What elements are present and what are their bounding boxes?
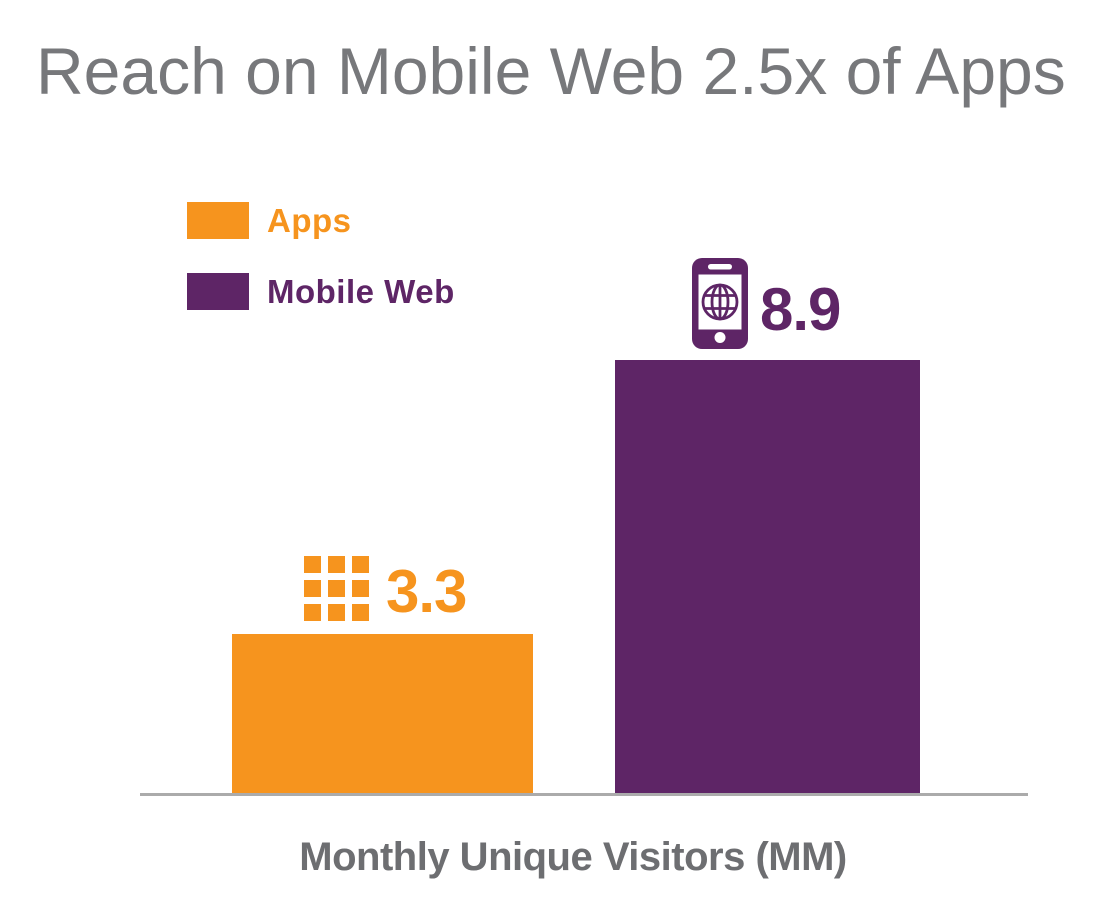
legend-label-apps: Apps bbox=[267, 202, 352, 239]
legend-item-mobile-web: Mobile Web bbox=[187, 273, 455, 310]
chart-title: Reach on Mobile Web 2.5x of Apps bbox=[36, 34, 1066, 108]
app-grid-icon bbox=[304, 556, 369, 621]
data-label-apps: 3.3 bbox=[386, 558, 467, 625]
bar-mobile-web bbox=[615, 360, 920, 795]
legend-item-apps: Apps bbox=[187, 202, 352, 239]
annotation-mobile-web: 8.9 bbox=[692, 258, 841, 349]
legend-swatch-mobile-web bbox=[187, 273, 249, 310]
legend-label-mobile-web: Mobile Web bbox=[267, 273, 455, 310]
legend-swatch-apps bbox=[187, 202, 249, 239]
bar-apps bbox=[232, 634, 533, 795]
smartphone-globe-icon bbox=[692, 258, 748, 349]
x-axis-label: Monthly Unique Visitors (MM) bbox=[299, 835, 847, 879]
annotation-apps: 3.3 bbox=[304, 556, 467, 625]
data-label-mobile-web: 8.9 bbox=[760, 276, 841, 343]
x-axis-line bbox=[140, 793, 1028, 796]
